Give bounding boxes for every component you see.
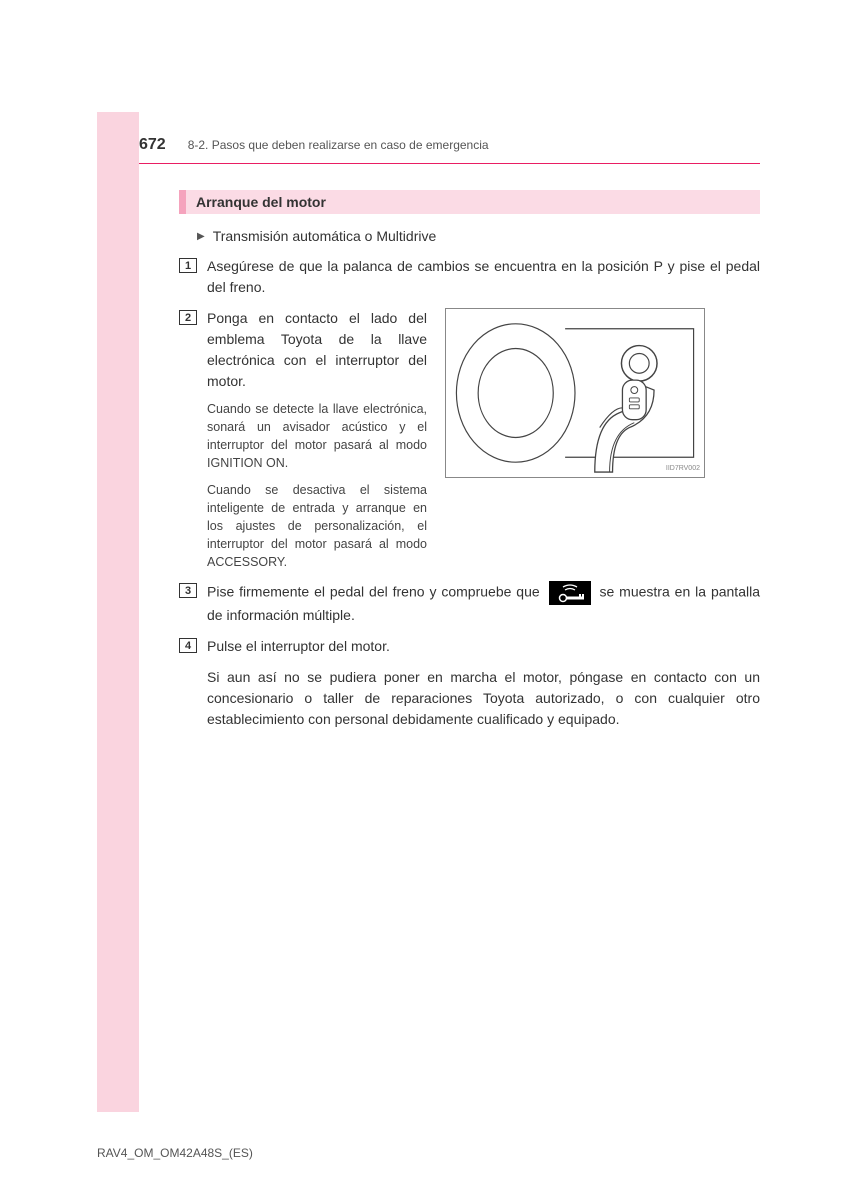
step-3-before: Pise firmemente el pedal del freno y com… (207, 584, 545, 600)
section-accent (179, 190, 186, 214)
step-2-text: Ponga en contacto el lado del emblema To… (207, 308, 427, 392)
content-area: Arranque del motor ▶ Transmisión automát… (179, 190, 760, 730)
closing-paragraph: Si aun así no se pudiera poner en marcha… (207, 667, 760, 730)
section-title: Arranque del motor (186, 190, 760, 214)
step-number-box: 4 (179, 638, 197, 653)
triangle-bullet-icon: ▶ (197, 231, 205, 244)
key-touch-illustration: IID7RV002 (445, 308, 705, 478)
step-1: 1 Asegúrese de que la palanca de cambios… (179, 256, 760, 298)
step-number-box: 3 (179, 583, 197, 598)
key-detected-indicator-icon (549, 581, 591, 605)
step-4: 4 Pulse el interruptor del motor. (179, 636, 760, 657)
page-number: 672 (139, 136, 166, 154)
step-1-text: Asegúrese de que la palanca de cambios s… (207, 256, 760, 298)
document-code: RAV4_OM_OM42A48S_(ES) (97, 1146, 253, 1160)
sub-heading: ▶ Transmisión automática o Multidrive (197, 228, 760, 244)
breadcrumb: 8-2. Pasos que deben realizarse en caso … (188, 138, 489, 152)
step-number-box: 1 (179, 258, 197, 273)
step-3: 3 Pise firmemente el pedal del freno y c… (179, 581, 760, 626)
key-illustration-svg (446, 309, 704, 477)
step-2-note-b: Cuando se desactiva el sistema inteligen… (207, 481, 427, 572)
side-tab (97, 112, 139, 1112)
step-2: 2 Ponga en contacto el lado del emblema … (179, 308, 760, 571)
step-3-text: Pise firmemente el pedal del freno y com… (207, 581, 760, 626)
step-number-box: 2 (179, 310, 197, 325)
step-2-note-a: Cuando se detecte la llave electrónica, … (207, 400, 427, 473)
sub-heading-text: Transmisión automática o Multidrive (213, 228, 437, 244)
page-header: 672 8-2. Pasos que deben realizarse en c… (139, 136, 760, 164)
step-4-text: Pulse el interruptor del motor. (207, 636, 760, 657)
section-title-bar: Arranque del motor (179, 190, 760, 214)
illustration-code: IID7RV002 (666, 464, 700, 475)
